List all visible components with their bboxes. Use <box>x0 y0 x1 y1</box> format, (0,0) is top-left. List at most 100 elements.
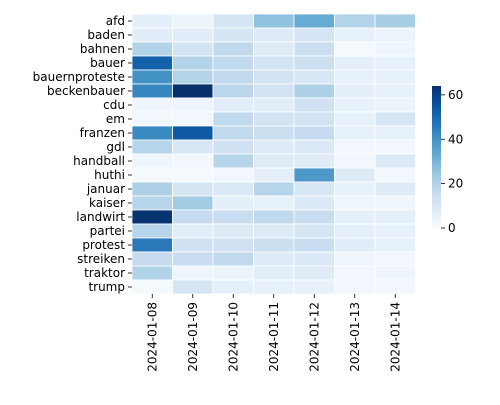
heatmap-cell <box>334 69 376 85</box>
colorbar: 0 20 40 60 <box>432 86 463 235</box>
heatmap-cell <box>334 125 376 141</box>
heatmap-cell <box>334 279 376 295</box>
y-tick-label: kaiser <box>89 196 125 210</box>
heatmap-cell <box>253 97 295 113</box>
y-tick-label: trump <box>88 280 125 294</box>
heatmap-cell <box>374 83 416 99</box>
heatmap-cell <box>212 69 254 85</box>
heatmap-cell <box>374 167 416 183</box>
heatmap-cell <box>293 209 335 225</box>
x-tick-label: 2024-01-13 <box>348 302 362 372</box>
heatmap-cell <box>212 265 254 281</box>
heatmap-cell <box>212 181 254 197</box>
heatmap-cell <box>374 251 416 267</box>
heatmap-cell <box>253 223 295 239</box>
heatmap-cell <box>131 13 173 29</box>
heatmap-cell <box>374 69 416 85</box>
heatmap-cell <box>334 251 376 267</box>
heatmap-cell <box>172 237 214 253</box>
heatmap-cell <box>212 237 254 253</box>
heatmap-cell <box>334 55 376 71</box>
heatmap-cell <box>172 27 214 43</box>
x-tick-label: 2024-01-09 <box>186 302 200 372</box>
y-tick-label: partei <box>90 224 125 238</box>
colorbar-gradient <box>432 86 441 228</box>
heatmap-cell <box>212 251 254 267</box>
heatmap-cell <box>212 209 254 225</box>
heatmap-cell <box>253 237 295 253</box>
y-tick-label: traktor <box>84 266 125 280</box>
x-tick-label: 2024-01-14 <box>388 302 402 372</box>
heatmap-cell <box>172 41 214 57</box>
heatmap-cell <box>131 125 173 141</box>
heatmap-cell <box>212 153 254 169</box>
colorbar-tick-label: 40 <box>448 132 463 146</box>
y-tick-label: baden <box>87 28 125 42</box>
heatmap-cell <box>293 153 335 169</box>
heatmap-cell <box>374 265 416 281</box>
heatmap-cell <box>131 279 173 295</box>
heatmap-cell <box>212 83 254 99</box>
heatmap-cell <box>374 279 416 295</box>
heatmap-cell <box>212 41 254 57</box>
heatmap-cell <box>334 27 376 43</box>
heatmap-cell <box>293 83 335 99</box>
y-tick-label: afd <box>106 14 125 28</box>
heatmap-cell <box>131 167 173 183</box>
heatmap-cell <box>253 27 295 43</box>
heatmap-cell <box>253 251 295 267</box>
heatmap-cell <box>334 41 376 57</box>
heatmap-cell <box>293 181 335 197</box>
heatmap-cell <box>253 69 295 85</box>
heatmap-cell <box>334 237 376 253</box>
heatmap-cell <box>374 195 416 211</box>
heatmap-cell <box>131 251 173 267</box>
colorbar-tick-label: 0 <box>448 221 456 235</box>
heatmap-cell <box>172 265 214 281</box>
heatmap-cell <box>293 41 335 57</box>
y-tick-label: landwirt <box>76 210 125 224</box>
heatmap-cell <box>253 111 295 127</box>
heatmap-cell <box>212 55 254 71</box>
heatmap-cell <box>293 237 335 253</box>
y-tick-labels: afdbadenbahnenbauerbauernprotestebeckenb… <box>33 14 132 294</box>
heatmap-cell <box>253 279 295 295</box>
heatmap-cell <box>131 41 173 57</box>
heatmap-cell <box>374 125 416 141</box>
heatmap-cell <box>293 265 335 281</box>
colorbar-tick-label: 60 <box>448 88 463 102</box>
heatmap-cell <box>131 237 173 253</box>
heatmap-cell <box>334 181 376 197</box>
heatmap-cell <box>131 139 173 155</box>
heatmap-cell <box>374 237 416 253</box>
heatmap-cell <box>253 139 295 155</box>
heatmap-cell <box>172 279 214 295</box>
heatmap-cell <box>253 125 295 141</box>
heatmap-cell <box>374 55 416 71</box>
heatmap-cell <box>253 153 295 169</box>
heatmap-cell <box>131 223 173 239</box>
heatmap-cell <box>172 223 214 239</box>
heatmap-cell <box>253 13 295 29</box>
heatmap-cell <box>374 97 416 113</box>
heatmap-cell <box>131 265 173 281</box>
heatmap-cell <box>172 13 214 29</box>
heatmap-cell <box>212 167 254 183</box>
heatmap-cell <box>374 223 416 239</box>
heatmap-cell <box>212 223 254 239</box>
colorbar-tick-label: 20 <box>448 177 463 191</box>
heatmap-cell <box>293 27 335 43</box>
y-tick-label: streiken <box>77 252 125 266</box>
heatmap-cell <box>334 139 376 155</box>
y-tick-label: protest <box>82 238 125 252</box>
heatmap-cell <box>293 97 335 113</box>
heatmap-cell <box>172 69 214 85</box>
heatmap-cell <box>131 97 173 113</box>
heatmap-cell <box>334 153 376 169</box>
heatmap-cell <box>172 55 214 71</box>
heatmap-cell <box>293 125 335 141</box>
y-tick-label: handball <box>73 154 125 168</box>
heatmap-cell <box>253 265 295 281</box>
